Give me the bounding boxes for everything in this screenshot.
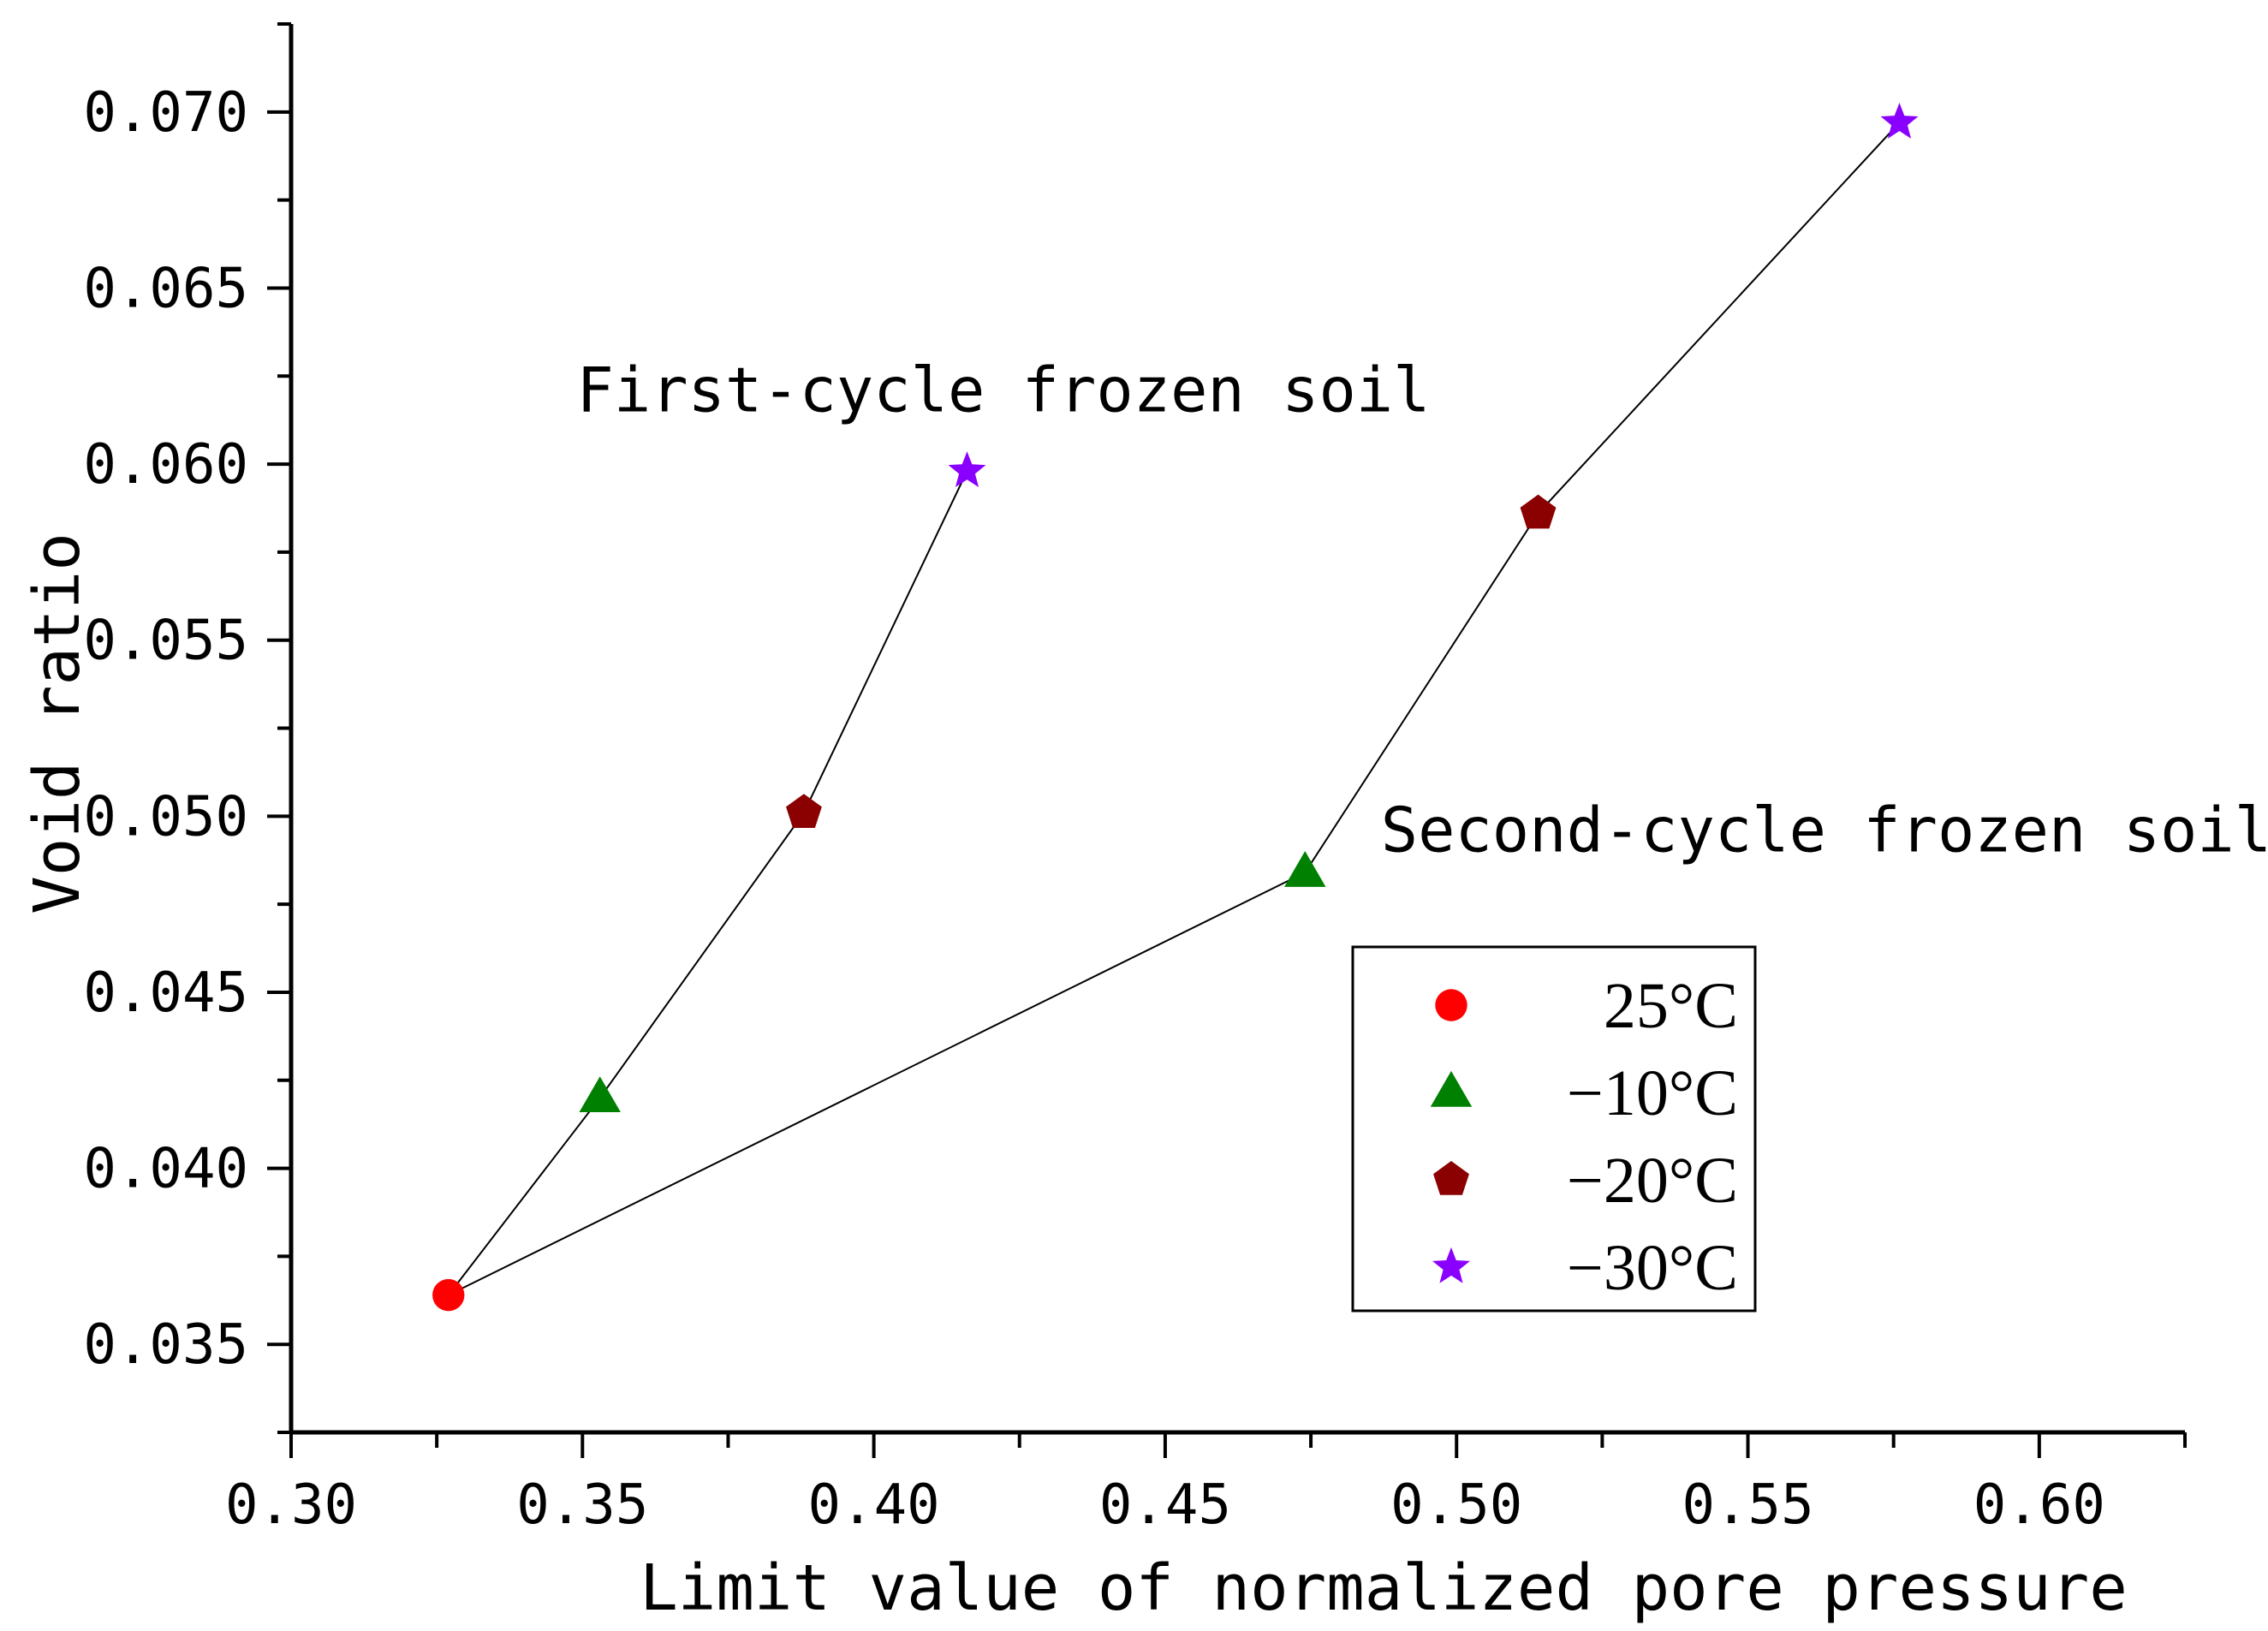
y-tick-label: 0.070	[83, 81, 248, 145]
x-tick-label: 0.60	[1973, 1473, 2105, 1537]
y-tick-label: 0.035	[83, 1313, 248, 1377]
y-tick-label: 0.045	[83, 961, 248, 1025]
second-cycle-annotation: Second-cycle frozen soil	[1381, 794, 2268, 866]
x-tick-label: 0.50	[1390, 1473, 1522, 1537]
legend-label: −30°C	[1567, 1232, 1738, 1304]
legend-marker-star	[1432, 1247, 1470, 1283]
axes	[289, 24, 2185, 1435]
y-tick-label: 0.040	[83, 1138, 248, 1201]
x-tick-label: 0.45	[1099, 1473, 1231, 1537]
series-markers	[432, 103, 1919, 1312]
x-tick-label: 0.40	[808, 1473, 940, 1537]
y-tick-label: 0.065	[83, 257, 248, 320]
legend-box	[1351, 945, 1757, 1313]
y-axis-title: Void ratio	[21, 533, 94, 914]
y-tick-label: 0.055	[83, 610, 248, 673]
second-cycle-point-triangle	[1284, 851, 1326, 887]
first-cycle-annotation: First-cycle frozen soil	[577, 354, 1431, 426]
first-cycle-point-triangle	[579, 1076, 621, 1113]
y-tick-label: 0.050	[83, 785, 248, 848]
second-cycle-point-pentagon	[1520, 494, 1557, 529]
legend-label: −20°C	[1567, 1145, 1738, 1217]
first-cycle-line	[447, 470, 968, 1296]
legend: 25°C −10°C −20°C −30°C	[1351, 945, 1757, 1313]
first-cycle-point-star	[948, 451, 986, 487]
second-cycle-point-star	[1880, 103, 1919, 139]
x-tick-label: 0.55	[1682, 1473, 1813, 1537]
second-cycle-line	[448, 122, 1901, 1296]
x-tick-label: 0.35	[516, 1473, 648, 1537]
series-lines	[447, 122, 1901, 1296]
legend-label: −10°C	[1567, 1057, 1738, 1129]
x-axis-title: Limit value of normalized pore pressure	[640, 1551, 2128, 1625]
first-cycle-point-pentagon	[786, 794, 822, 828]
legend-marker-pentagon	[1433, 1161, 1469, 1195]
y-tick-label: 0.060	[83, 433, 248, 497]
first-cycle-point-circle	[432, 1278, 465, 1312]
legend-items: 25°C −10°C −20°C −30°C	[1430, 970, 1738, 1304]
legend-marker-triangle	[1430, 1070, 1473, 1107]
x-tick-label: 0.30	[225, 1473, 357, 1537]
legend-marker-circle	[1435, 989, 1467, 1021]
annotations: First-cycle frozen soil Second-cycle froz…	[577, 354, 2268, 866]
x-ticks: 0.30 0.35 0.40 0.45 0.50 0.55 0.60	[225, 1432, 2187, 1537]
legend-label: 25°C	[1604, 970, 1738, 1042]
y-ticks: 0.035 0.040 0.045 0.050 0.055 0.060 0.065 0.070	[83, 22, 291, 1434]
